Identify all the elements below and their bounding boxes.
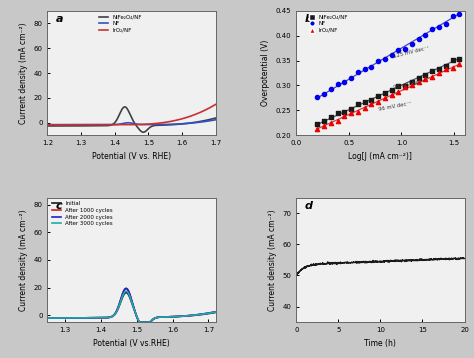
Point bbox=[395, 83, 402, 89]
Point bbox=[320, 118, 328, 124]
Point bbox=[435, 24, 443, 30]
Point bbox=[401, 84, 409, 90]
Legend: NiFe₂O₄/NF, NF, IrO₂/NF: NiFe₂O₄/NF, NF, IrO₂/NF bbox=[308, 12, 350, 35]
Point bbox=[422, 33, 429, 38]
Point bbox=[415, 79, 422, 85]
Point bbox=[354, 69, 362, 74]
Point bbox=[374, 93, 382, 98]
Point bbox=[361, 105, 368, 111]
Point bbox=[381, 95, 389, 101]
Point bbox=[334, 81, 341, 87]
Y-axis label: Current density (mA cm⁻²): Current density (mA cm⁻²) bbox=[19, 209, 28, 311]
X-axis label: Time (h): Time (h) bbox=[365, 339, 396, 348]
Point bbox=[449, 13, 456, 19]
Point bbox=[442, 63, 449, 69]
Point bbox=[347, 106, 355, 112]
Point bbox=[401, 83, 409, 88]
Point bbox=[449, 66, 456, 71]
Point bbox=[415, 36, 422, 42]
Point bbox=[401, 46, 409, 52]
Text: b: b bbox=[305, 14, 313, 24]
Legend: Initial, After 1000 cycles, After 2000 cycles, After 3000 cycles: Initial, After 1000 cycles, After 2000 c… bbox=[50, 199, 115, 229]
Text: a: a bbox=[56, 14, 64, 24]
Point bbox=[388, 92, 395, 97]
Point bbox=[415, 75, 422, 81]
Point bbox=[428, 68, 436, 73]
Point bbox=[456, 61, 463, 67]
Text: d: d bbox=[305, 201, 313, 211]
Point bbox=[428, 74, 436, 80]
Text: 96 mV dec⁻¹: 96 mV dec⁻¹ bbox=[378, 101, 412, 112]
Point bbox=[347, 110, 355, 116]
Point bbox=[314, 95, 321, 100]
Point bbox=[422, 72, 429, 78]
Text: 98 mV dec⁻¹: 98 mV dec⁻¹ bbox=[393, 78, 427, 90]
Point bbox=[422, 76, 429, 82]
Point bbox=[381, 91, 389, 96]
Point bbox=[368, 64, 375, 69]
Point bbox=[354, 101, 362, 107]
Point bbox=[341, 113, 348, 119]
Point bbox=[368, 101, 375, 107]
X-axis label: Potential (V vs. RHE): Potential (V vs. RHE) bbox=[92, 152, 171, 161]
Point bbox=[334, 111, 341, 116]
Point bbox=[408, 42, 416, 47]
Point bbox=[381, 56, 389, 62]
Point bbox=[327, 120, 335, 126]
Y-axis label: Current density (mA cm⁻²): Current density (mA cm⁻²) bbox=[19, 22, 28, 124]
Point bbox=[361, 66, 368, 72]
Point bbox=[327, 86, 335, 92]
X-axis label: Potential (V vs.RHE): Potential (V vs.RHE) bbox=[93, 339, 170, 348]
Point bbox=[456, 11, 463, 17]
Point bbox=[374, 58, 382, 64]
Y-axis label: Overpotential (V): Overpotential (V) bbox=[261, 40, 270, 106]
Point bbox=[456, 56, 463, 62]
Point bbox=[395, 89, 402, 95]
Point bbox=[395, 47, 402, 52]
Point bbox=[408, 82, 416, 87]
Point bbox=[347, 76, 355, 81]
Legend: NiFe₂O₄/NF, NF, IrO₂/NF: NiFe₂O₄/NF, NF, IrO₂/NF bbox=[97, 12, 144, 35]
Point bbox=[428, 26, 436, 32]
Point bbox=[320, 123, 328, 129]
Point bbox=[435, 70, 443, 76]
Point bbox=[435, 66, 443, 72]
Point bbox=[388, 52, 395, 58]
Point bbox=[314, 126, 321, 132]
Point bbox=[327, 115, 335, 120]
Point bbox=[341, 109, 348, 115]
Text: c: c bbox=[56, 201, 63, 211]
Point bbox=[449, 57, 456, 63]
X-axis label: Log[J (mA cm⁻²)]: Log[J (mA cm⁻²)] bbox=[348, 152, 412, 161]
Y-axis label: Current density (mA cm⁻²): Current density (mA cm⁻²) bbox=[268, 209, 277, 311]
Point bbox=[442, 21, 449, 27]
Point bbox=[320, 91, 328, 97]
Point bbox=[341, 79, 348, 85]
Point bbox=[314, 121, 321, 127]
Point bbox=[368, 97, 375, 103]
Point bbox=[334, 118, 341, 124]
Point bbox=[408, 79, 416, 85]
Point bbox=[442, 67, 449, 72]
Point bbox=[354, 109, 362, 115]
Text: 125 mV dec⁻¹: 125 mV dec⁻¹ bbox=[393, 45, 429, 59]
Point bbox=[361, 99, 368, 105]
Point bbox=[374, 99, 382, 105]
Point bbox=[388, 87, 395, 93]
